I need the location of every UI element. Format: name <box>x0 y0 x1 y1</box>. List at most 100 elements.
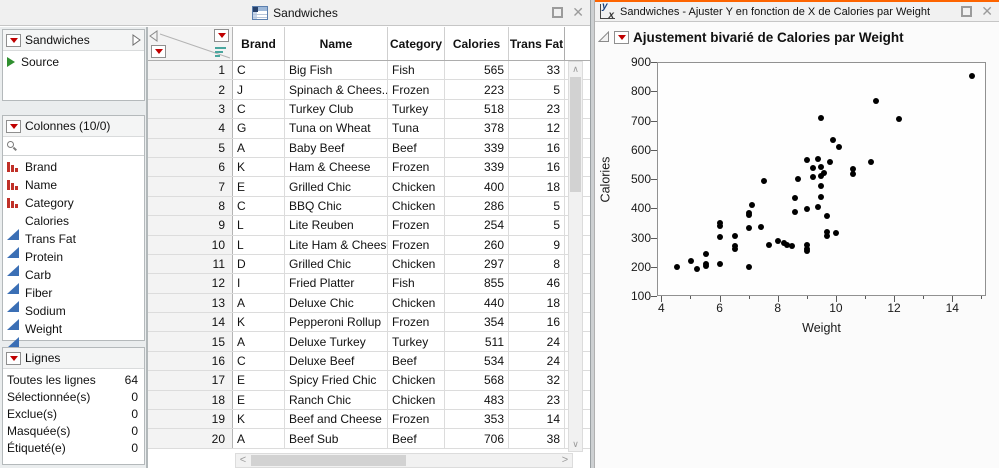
cell-brand[interactable]: L <box>233 235 285 254</box>
cell-category[interactable]: Fish <box>388 61 445 80</box>
data-point[interactable] <box>792 194 799 201</box>
data-point[interactable] <box>746 209 753 216</box>
data-point[interactable] <box>717 260 724 267</box>
data-point[interactable] <box>803 241 810 248</box>
cell-brand[interactable]: C <box>233 61 285 80</box>
data-point[interactable] <box>896 116 903 123</box>
cell-trans-fat[interactable]: 23 <box>509 99 565 119</box>
cell-category[interactable]: Chicken <box>388 177 445 196</box>
data-point[interactable] <box>835 144 842 151</box>
row-number-cell[interactable]: 7 <box>148 177 233 196</box>
row-number-cell[interactable]: 9 <box>148 216 233 235</box>
data-point[interactable] <box>809 165 816 172</box>
cell-category[interactable]: Frozen <box>388 216 445 235</box>
cell-name[interactable]: Ranch Chic <box>285 390 388 410</box>
data-point[interactable] <box>809 174 816 181</box>
horizontal-scrollbar[interactable]: < > <box>235 453 573 468</box>
row-number-cell[interactable]: 4 <box>148 119 233 138</box>
cell-category[interactable]: Tuna <box>388 119 445 138</box>
data-point[interactable] <box>717 223 724 230</box>
cell-calories[interactable]: 483 <box>445 390 509 410</box>
row-number-cell[interactable]: 14 <box>148 313 233 332</box>
cell-calories[interactable]: 706 <box>445 429 509 448</box>
vertical-scrollbar[interactable]: ∧ ∨ <box>568 61 583 452</box>
row-number-cell[interactable]: 3 <box>148 99 233 119</box>
cell-calories[interactable]: 354 <box>445 313 509 332</box>
cell-name[interactable]: Grilled Chic <box>285 177 388 196</box>
cell-category[interactable]: Frozen <box>388 313 445 332</box>
row-number-cell[interactable]: 18 <box>148 390 233 410</box>
data-point[interactable] <box>702 251 709 258</box>
cell-brand[interactable]: C <box>233 99 285 119</box>
cell-brand[interactable]: C <box>233 351 285 371</box>
data-point[interactable] <box>760 177 767 184</box>
cell-brand[interactable]: A <box>233 332 285 351</box>
cell-calories[interactable]: 339 <box>445 138 509 157</box>
cell-brand[interactable]: K <box>233 410 285 429</box>
cell-calories[interactable]: 855 <box>445 274 509 293</box>
cell-calories[interactable]: 400 <box>445 177 509 196</box>
cell-name[interactable]: Grilled Chic <box>285 254 388 274</box>
cell-trans-fat[interactable]: 5 <box>509 80 565 99</box>
cell-trans-fat[interactable]: 5 <box>509 196 565 216</box>
data-point[interactable] <box>774 238 781 245</box>
columns-menu-button[interactable] <box>6 119 21 133</box>
row-number-cell[interactable]: 1 <box>148 61 233 80</box>
cell-brand[interactable]: E <box>233 390 285 410</box>
cell-calories[interactable]: 223 <box>445 80 509 99</box>
cell-category[interactable]: Fish <box>388 274 445 293</box>
data-point[interactable] <box>873 97 880 104</box>
disclosure-triangle-icon[interactable] <box>598 31 610 43</box>
cell-category[interactable]: Turkey <box>388 332 445 351</box>
close-button[interactable]: ✕ <box>572 4 584 20</box>
cell-name[interactable]: Deluxe Chic <box>285 293 388 313</box>
data-point[interactable] <box>815 204 822 211</box>
data-point[interactable] <box>850 165 857 172</box>
column-header-trans-fat[interactable]: Trans Fat <box>509 27 565 60</box>
cell-category[interactable]: Chicken <box>388 371 445 390</box>
cell-name[interactable]: Deluxe Turkey <box>285 332 388 351</box>
column-item-fiber[interactable]: Fiber <box>3 284 144 312</box>
cell-name[interactable]: Turkey Club <box>285 99 388 119</box>
column-item-weight[interactable]: Weight <box>3 320 144 348</box>
cell-trans-fat[interactable]: 18 <box>509 177 565 196</box>
cell-trans-fat[interactable]: 16 <box>509 157 565 177</box>
column-header-brand[interactable]: Brand <box>233 27 285 60</box>
cell-brand[interactable]: E <box>233 177 285 196</box>
row-number-cell[interactable]: 17 <box>148 371 233 390</box>
row-number-cell[interactable]: 12 <box>148 274 233 293</box>
data-point[interactable] <box>746 224 753 231</box>
row-number-cell[interactable]: 8 <box>148 196 233 216</box>
data-point[interactable] <box>748 202 755 209</box>
cell-calories[interactable]: 254 <box>445 216 509 235</box>
cell-calories[interactable]: 378 <box>445 119 509 138</box>
scroll-left-icon[interactable]: < <box>239 454 247 466</box>
cell-trans-fat[interactable]: 8 <box>509 254 565 274</box>
report-close-button[interactable]: ✕ <box>981 3 993 19</box>
cell-brand[interactable]: K <box>233 157 285 177</box>
data-point[interactable] <box>731 233 738 240</box>
expand-right-icon[interactable] <box>132 34 141 46</box>
data-point[interactable] <box>803 245 810 252</box>
cell-brand[interactable]: E <box>233 371 285 390</box>
rows-corner-menu-button[interactable] <box>151 45 166 58</box>
data-point[interactable] <box>821 170 828 177</box>
data-point[interactable] <box>818 115 825 122</box>
data-point[interactable] <box>792 209 799 216</box>
data-point[interactable] <box>688 257 695 264</box>
column-item-carb[interactable]: Carb <box>3 266 144 294</box>
data-point[interactable] <box>702 260 709 267</box>
cell-name[interactable]: Spinach & Chees... <box>285 80 388 99</box>
cell-category[interactable]: Turkey <box>388 99 445 119</box>
cell-brand[interactable]: D <box>233 254 285 274</box>
data-point[interactable] <box>827 159 834 166</box>
data-point[interactable] <box>717 234 724 240</box>
scroll-up-icon[interactable]: ∧ <box>572 64 579 74</box>
horizontal-scroll-thumb[interactable] <box>251 455 406 466</box>
cell-brand[interactable]: L <box>233 216 285 235</box>
data-point[interactable] <box>832 229 839 236</box>
cell-trans-fat[interactable]: 33 <box>509 61 565 80</box>
column-header-name[interactable]: Name <box>285 27 388 60</box>
column-header-calories[interactable]: Calories <box>445 27 509 60</box>
data-point[interactable] <box>850 170 857 177</box>
